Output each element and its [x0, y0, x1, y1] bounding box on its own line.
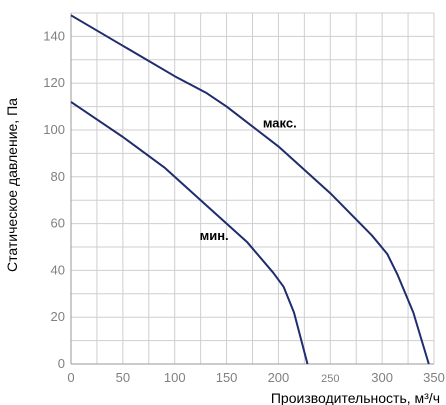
y-tick-label: 120	[43, 75, 65, 90]
series-lines	[70, 14, 430, 365]
x-tick-label: 350	[423, 370, 445, 385]
axes: 0 20 40 60 80 100 120 140 0 50 100 150 200 250 300 350	[43, 13, 445, 385]
series-label-min: мин.	[200, 228, 229, 243]
labels: макс. мин.	[200, 116, 297, 243]
series-line-min	[70, 101, 309, 365]
x-tick-label: 300	[371, 370, 393, 385]
y-tick-label: 60	[51, 216, 65, 231]
y-tick-label: 20	[51, 309, 65, 324]
x-tick-label: 150	[216, 370, 238, 385]
y-axis-title: Статическое давление, Па	[4, 98, 20, 272]
series-line-max	[70, 14, 430, 365]
x-tick-label: 100	[164, 370, 186, 385]
x-tick-label: 50	[116, 370, 130, 385]
grid	[70, 12, 435, 365]
x-tick-label: 200	[268, 370, 290, 385]
x-tick-label: 250	[321, 373, 339, 385]
y-tick-label: 0	[58, 356, 65, 371]
x-tick-label: 0	[67, 370, 74, 385]
y-tick-label: 140	[43, 28, 65, 43]
y-tick-label: 100	[43, 122, 65, 137]
y-tick-label: 40	[51, 262, 65, 277]
x-axis-title: Производительность, м³/ч	[271, 390, 440, 405]
series-label-max: макс.	[263, 116, 297, 131]
y-tick-label: 80	[51, 169, 65, 184]
